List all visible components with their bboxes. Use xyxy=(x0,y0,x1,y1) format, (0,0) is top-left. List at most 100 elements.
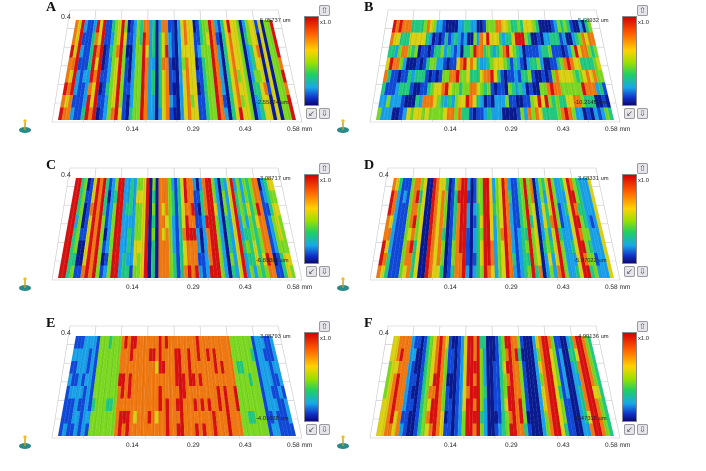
x-tick-label: 0.14 xyxy=(126,442,139,449)
x-tick-label: 0.14 xyxy=(126,284,139,291)
height-map xyxy=(57,177,296,279)
height-map xyxy=(375,19,614,121)
rotate-view-icon[interactable]: ↙ xyxy=(306,266,317,277)
height-map xyxy=(375,177,614,279)
color-scale-bar xyxy=(622,332,637,422)
scale-max-label: 3.08793 um xyxy=(260,334,291,340)
x-tick-label: 0.43 xyxy=(239,442,252,449)
x-tick-label: 0.29 xyxy=(187,442,200,449)
height-map xyxy=(57,335,296,437)
arrow-up-icon[interactable]: ⇧ xyxy=(637,5,648,16)
panel-e: E 0.4 0.14 0.29 0.43 0.58 mm 3.08793 um -4.0166… xyxy=(19,316,342,462)
panel-letter: F xyxy=(364,316,373,331)
scale-min-label: -6.83884 um xyxy=(256,258,289,264)
arrow-up-icon[interactable]: ⇧ xyxy=(637,321,648,332)
arrow-up-icon[interactable]: ⇧ xyxy=(319,321,330,332)
axis-gizmo-icon xyxy=(337,119,349,133)
arrow-down-icon[interactable]: ⇩ xyxy=(319,108,330,119)
scale-multiplier: x1.0 xyxy=(320,178,331,184)
arrow-down-icon[interactable]: ⇩ xyxy=(637,424,648,435)
rotate-view-icon[interactable]: ↙ xyxy=(306,424,317,435)
surface-plot xyxy=(51,325,303,439)
x-tick-label: 0.29 xyxy=(505,442,518,449)
panel-letter: C xyxy=(46,158,57,173)
x-tick-label: 0.58 mm xyxy=(287,442,313,449)
panel-letter: D xyxy=(364,158,375,173)
x-tick-label: 0.43 xyxy=(557,126,570,133)
rotate-view-icon[interactable]: ↙ xyxy=(624,424,635,435)
scale-min-label: -2.55824 um xyxy=(256,100,289,106)
surface-plot xyxy=(369,9,621,123)
panel-b: B 0.14 0.29 0.43 0.58 mm 5.68932 um -10.2145 u… xyxy=(337,0,660,146)
x-tick-label: 0.43 xyxy=(557,284,570,291)
scale-min-label: -4.01668 um xyxy=(256,416,289,422)
scale-multiplier: x1.0 xyxy=(638,336,649,342)
color-scale-bar xyxy=(622,174,637,264)
arrow-down-icon[interactable]: ⇩ xyxy=(319,424,330,435)
x-tick-label: 0.43 xyxy=(239,126,252,133)
color-scale-bar xyxy=(304,332,319,422)
scale-max-label: 3.08717 um xyxy=(260,176,291,182)
height-map xyxy=(57,19,296,121)
x-tick-label: 0.29 xyxy=(187,284,200,291)
y-axis-label: 0.4 xyxy=(61,330,71,337)
y-axis-label: 0.4 xyxy=(61,14,71,21)
arrow-down-icon[interactable]: ⇩ xyxy=(319,266,330,277)
axis-gizmo-icon xyxy=(337,435,349,449)
color-scale-bar xyxy=(304,16,319,106)
scale-multiplier: x1.0 xyxy=(320,336,331,342)
arrow-up-icon[interactable]: ⇧ xyxy=(319,163,330,174)
x-tick-label: 0.14 xyxy=(444,284,457,291)
x-tick-label: 0.43 xyxy=(557,442,570,449)
x-tick-label: 0.29 xyxy=(505,284,518,291)
arrow-down-icon[interactable]: ⇩ xyxy=(637,108,648,119)
surface-plot xyxy=(51,167,303,281)
x-tick-label: 0.29 xyxy=(187,126,200,133)
scale-max-label: 3.68331 um xyxy=(578,176,609,182)
color-scale-bar xyxy=(304,174,319,264)
scale-max-label: 4.90136 um xyxy=(578,334,609,340)
scale-max-label: 5.68932 um xyxy=(578,18,609,24)
surface-plot xyxy=(369,325,621,439)
x-tick-label: 0.29 xyxy=(505,126,518,133)
y-axis-label: 0.4 xyxy=(61,172,71,179)
x-tick-label: 0.43 xyxy=(239,284,252,291)
scale-max-label: 5.05737 um xyxy=(260,18,291,24)
panel-d: D 0.4 0.14 0.29 0.43 0.58 mm 3.68331 um -5.9702… xyxy=(337,158,660,304)
panel-letter: A xyxy=(46,0,57,15)
height-map xyxy=(375,335,614,437)
panel-letter: E xyxy=(46,316,56,331)
x-tick-label: 0.58 mm xyxy=(287,126,313,133)
y-axis-label: 0.4 xyxy=(379,330,389,337)
arrow-down-icon[interactable]: ⇩ xyxy=(637,266,648,277)
surface-plot xyxy=(51,9,303,123)
scale-multiplier: x1.0 xyxy=(320,20,331,26)
x-tick-label: 0.14 xyxy=(444,126,457,133)
axis-gizmo-icon xyxy=(19,435,31,449)
arrow-up-icon[interactable]: ⇧ xyxy=(637,163,648,174)
rotate-view-icon[interactable]: ↙ xyxy=(624,108,635,119)
scale-min-label: -10.2145 um xyxy=(574,100,607,106)
x-tick-label: 0.14 xyxy=(126,126,139,133)
surface-plot xyxy=(369,167,621,281)
panel-letter: B xyxy=(364,0,374,15)
x-tick-label: 0.58 mm xyxy=(605,442,631,449)
scale-min-label: -5.97022 um xyxy=(574,258,607,264)
rotate-view-icon[interactable]: ↙ xyxy=(306,108,317,119)
panel-a: A 0.4 0.14 0.29 0.43 0.58 mm 5.05737 um -2.5582… xyxy=(19,0,342,146)
y-axis-label: 0.4 xyxy=(379,172,389,179)
panel-c: C 0.4 0.14 0.29 0.43 0.58 mm 3.08717 um -6.8388… xyxy=(19,158,342,304)
panel-f: F 0.4 0.14 0.29 0.43 0.58 mm 4.90136 um -9.4731… xyxy=(337,316,660,462)
x-tick-label: 0.58 mm xyxy=(287,284,313,291)
scale-min-label: -9.47315 um xyxy=(574,416,607,422)
scale-multiplier: x1.0 xyxy=(638,178,649,184)
scale-multiplier: x1.0 xyxy=(638,20,649,26)
x-tick-label: 0.58 mm xyxy=(605,284,631,291)
arrow-up-icon[interactable]: ⇧ xyxy=(319,5,330,16)
rotate-view-icon[interactable]: ↙ xyxy=(624,266,635,277)
axis-gizmo-icon xyxy=(19,277,31,291)
x-tick-label: 0.58 mm xyxy=(605,126,631,133)
x-tick-label: 0.14 xyxy=(444,442,457,449)
color-scale-bar xyxy=(622,16,637,106)
axis-gizmo-icon xyxy=(19,119,31,133)
